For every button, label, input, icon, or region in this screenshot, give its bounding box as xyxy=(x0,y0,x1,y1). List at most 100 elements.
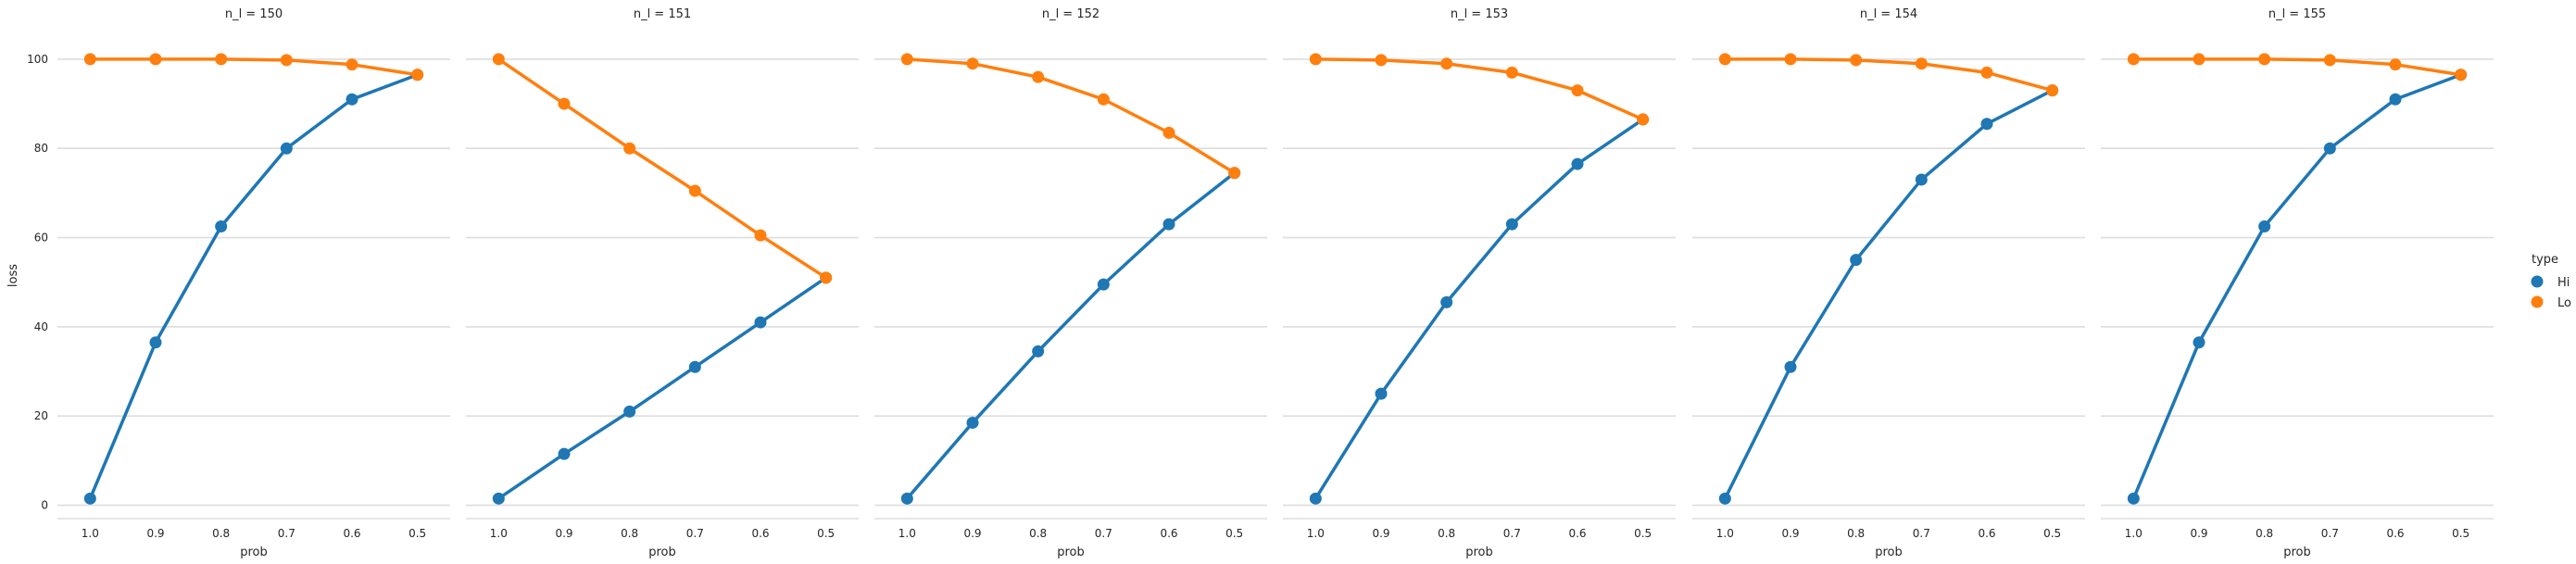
x-tick-label: 0.6 xyxy=(2386,527,2404,540)
legend: type Hi Lo xyxy=(2531,253,2571,310)
x-tick-label: 0.7 xyxy=(2321,527,2339,540)
data-point-hi xyxy=(558,447,571,460)
series-line-lo xyxy=(90,57,418,77)
x-tick-label: 0.8 xyxy=(1029,527,1047,540)
data-point-lo xyxy=(754,229,767,242)
data-point-hi xyxy=(1980,118,1993,131)
data-point-hi xyxy=(1375,387,1388,400)
facet-panel-3: 1.0 0.9 0.8 0.7 0.6 0.5 prob n_l = 152 xyxy=(874,7,1267,559)
x-tick-label: 0.9 xyxy=(963,527,981,540)
data-point-lo xyxy=(280,54,293,67)
x-tick-label: 0.9 xyxy=(2190,527,2207,540)
x-tick-label: 0.6 xyxy=(1568,527,1586,540)
x-tick-label: 0.9 xyxy=(146,527,164,540)
series-line-lo xyxy=(497,57,827,280)
series-line-hi xyxy=(906,171,1236,500)
x-tick-label: 0.5 xyxy=(408,527,426,540)
x-axis-label: prob xyxy=(1057,545,1085,559)
data-point-lo xyxy=(820,271,833,284)
data-point-lo xyxy=(2193,53,2205,66)
x-tick-label: 0.8 xyxy=(1847,527,1865,540)
x-tick-label: 1.0 xyxy=(1716,527,1734,540)
x-tick-label: 0.7 xyxy=(1503,527,1521,540)
data-point-hi xyxy=(1162,218,1175,231)
panel-title: n_l = 152 xyxy=(1042,7,1100,21)
panel-title: n_l = 150 xyxy=(225,7,283,21)
y-tick-label: 60 xyxy=(34,232,48,244)
x-tick-label: 1.0 xyxy=(898,527,916,540)
data-point-lo xyxy=(2258,53,2271,66)
x-tick-label: 0.5 xyxy=(817,527,835,540)
facet-panel-5: 1.0 0.9 0.8 0.7 0.6 0.5 prob n_l = 154 xyxy=(1692,7,2085,559)
data-point-lo xyxy=(1784,53,1797,66)
series-line-hi xyxy=(1723,89,2054,500)
data-point-hi xyxy=(1440,295,1453,308)
legend-label-lo: Lo xyxy=(2557,296,2571,310)
x-tick-label: 0.9 xyxy=(1781,527,1799,540)
data-point-lo xyxy=(2389,58,2402,71)
x-tick-label: 0.8 xyxy=(212,527,230,540)
data-point-lo xyxy=(900,53,913,66)
y-axis-label: loss xyxy=(6,264,20,287)
data-point-lo xyxy=(492,53,505,66)
data-point-lo xyxy=(1980,66,1993,79)
x-tick-label: 0.5 xyxy=(1225,527,1243,540)
data-point-lo xyxy=(411,69,424,81)
series-line-lo xyxy=(2133,57,2461,77)
data-point-hi xyxy=(1505,218,1518,231)
x-tick-label: 1.0 xyxy=(82,527,99,540)
data-point-lo xyxy=(83,53,96,66)
panel-title: n_l = 155 xyxy=(2268,7,2326,21)
facet-panel-4: 1.0 0.9 0.8 0.7 0.6 0.5 prob n_l = 153 xyxy=(1283,7,1676,559)
x-tick-label: 0.8 xyxy=(2256,527,2273,540)
data-point-hi xyxy=(83,492,96,505)
data-point-hi xyxy=(1784,360,1797,373)
legend-marker-lo xyxy=(2531,295,2544,308)
facet-panel-2: 1.0 0.9 0.8 0.7 0.6 0.5 prob n_l = 151 xyxy=(466,7,859,559)
data-point-hi xyxy=(346,93,358,106)
data-point-lo xyxy=(1032,70,1045,83)
series-line-lo xyxy=(1725,57,2054,93)
y-tick-label: 40 xyxy=(34,320,48,333)
series-line-hi xyxy=(1313,118,1644,500)
x-axis-label: prob xyxy=(1465,545,1493,559)
panel-title: n_l = 154 xyxy=(1860,7,1917,21)
x-tick-label: 0.9 xyxy=(1372,527,1389,540)
x-tick-label: 0.5 xyxy=(1634,527,1652,540)
data-point-hi xyxy=(1032,345,1045,357)
x-tick-label: 0.6 xyxy=(343,527,360,540)
x-tick-label: 0.5 xyxy=(2043,527,2061,540)
data-point-hi xyxy=(1097,278,1110,291)
x-tick-label: 0.6 xyxy=(1160,527,1177,540)
y-tick-label: 0 xyxy=(41,499,48,512)
series-line-lo xyxy=(907,57,1236,175)
data-point-lo xyxy=(2323,54,2336,67)
data-point-lo xyxy=(2127,53,2140,66)
x-tick-label: 0.5 xyxy=(2452,527,2469,540)
data-point-hi xyxy=(2127,492,2140,505)
data-point-hi xyxy=(2323,142,2336,155)
facet-panel-1: 0 20 40 60 80 100 loss 1.0 0.9 0.8 0.7 0.6 0.5 prob n_… xyxy=(6,7,450,559)
data-point-lo xyxy=(1440,57,1453,70)
data-point-hi xyxy=(1850,254,1863,267)
data-point-lo xyxy=(1915,57,1928,70)
data-point-lo xyxy=(966,57,979,70)
data-point-hi xyxy=(966,416,979,429)
data-point-hi xyxy=(2389,93,2402,106)
panel-title: n_l = 153 xyxy=(1451,7,1508,21)
y-tick-label: 20 xyxy=(34,409,48,422)
x-axis-label: prob xyxy=(240,545,268,559)
data-point-lo xyxy=(1375,54,1388,67)
data-point-lo xyxy=(2046,84,2059,97)
x-axis-label: prob xyxy=(648,545,676,559)
x-tick-label: 0.7 xyxy=(1913,527,1930,540)
series-line-lo xyxy=(1315,57,1644,121)
data-point-hi xyxy=(492,492,505,505)
x-axis-label: prob xyxy=(1875,545,1903,559)
y-tick-label: 80 xyxy=(34,142,48,155)
data-point-hi xyxy=(1571,157,1584,170)
data-point-lo xyxy=(215,53,228,66)
data-point-hi xyxy=(1718,492,1731,505)
data-point-lo xyxy=(1162,126,1175,139)
x-tick-label: 0.7 xyxy=(686,527,704,540)
